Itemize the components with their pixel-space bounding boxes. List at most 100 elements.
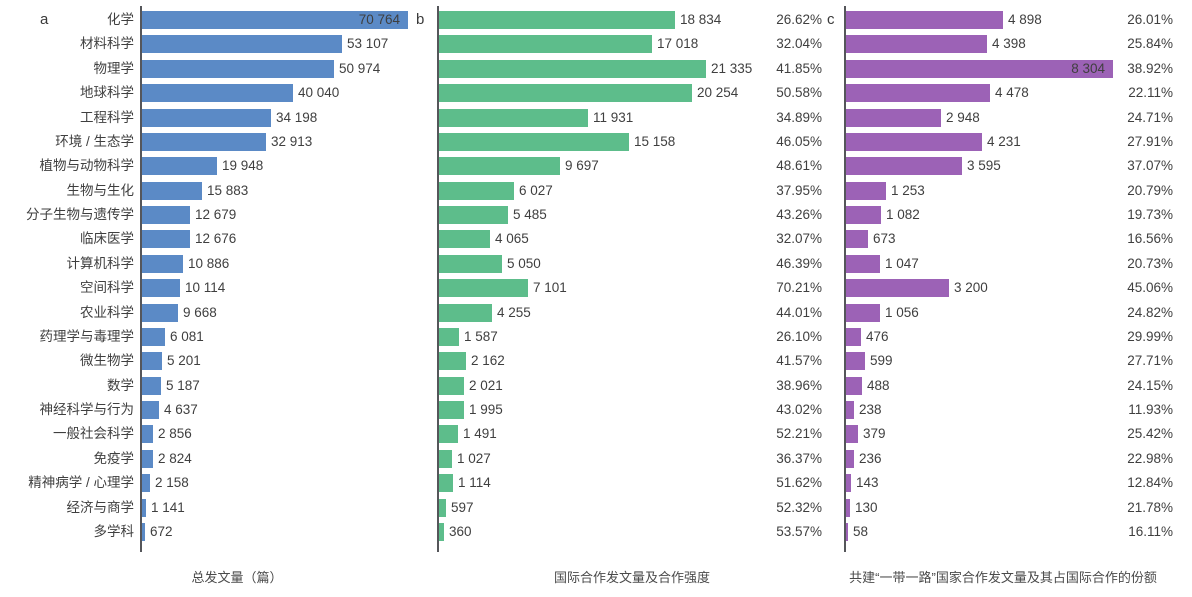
percent-label: 46.39% xyxy=(776,256,822,271)
category-label: 植物与动物科学 xyxy=(39,158,135,173)
bar-value-label: 10 886 xyxy=(188,256,230,271)
category-label: 微生物学 xyxy=(80,353,134,368)
bar-value-label: 6 081 xyxy=(170,329,204,344)
axis-line-panel-c xyxy=(844,6,846,552)
percent-label: 38.96% xyxy=(776,378,822,393)
bar-panel-a xyxy=(142,377,161,395)
bar-value-label: 4 898 xyxy=(1008,12,1042,27)
category-label: 空间科学 xyxy=(80,280,134,295)
bar-panel-b xyxy=(439,206,508,224)
category-label: 免疫学 xyxy=(93,451,135,466)
bar-value-label: 1 056 xyxy=(885,305,919,320)
bar-panel-b xyxy=(439,425,458,443)
bar-panel-a xyxy=(142,425,153,443)
bar-panel-c xyxy=(846,425,858,443)
bar-value-label: 1 587 xyxy=(464,329,498,344)
bar-panel-c xyxy=(846,499,850,517)
percent-label: 29.99% xyxy=(1127,329,1173,344)
bar-panel-a xyxy=(142,35,342,53)
bar-value-label: 4 231 xyxy=(987,134,1021,149)
bar-panel-c xyxy=(846,109,941,127)
bar-panel-a xyxy=(142,11,408,29)
bar-value-label: 18 834 xyxy=(680,12,722,27)
panel-letter-a: a xyxy=(40,11,49,28)
bar-value-label: 15 158 xyxy=(634,134,676,149)
category-label: 工程科学 xyxy=(80,110,134,125)
percent-label: 70.21% xyxy=(776,280,822,295)
percent-label: 24.82% xyxy=(1127,305,1173,320)
bar-panel-b xyxy=(439,133,629,151)
bar-value-label: 7 101 xyxy=(533,280,567,295)
bar-panel-a xyxy=(142,255,183,273)
bar-panel-b xyxy=(439,377,464,395)
bar-value-label: 12 679 xyxy=(195,207,237,222)
bar-value-label: 5 187 xyxy=(166,378,200,393)
bar-value-label: 1 027 xyxy=(457,451,491,466)
percent-label: 25.42% xyxy=(1127,426,1173,441)
bar-value-label: 6 027 xyxy=(519,183,553,198)
bar-value-label: 1 047 xyxy=(885,256,919,271)
percent-label: 46.05% xyxy=(776,134,822,149)
percent-label: 20.73% xyxy=(1127,256,1173,271)
panel-letter-b: b xyxy=(416,11,425,28)
percent-label: 24.71% xyxy=(1127,110,1173,125)
bar-value-label: 10 114 xyxy=(185,280,226,295)
category-label: 一般社会科学 xyxy=(53,426,134,441)
bar-panel-c xyxy=(846,182,886,200)
bar-panel-a xyxy=(142,230,190,248)
percent-label: 50.58% xyxy=(776,85,822,100)
bar-value-label: 11 931 xyxy=(593,110,634,125)
bar-panel-a xyxy=(142,157,217,175)
bar-panel-c xyxy=(846,474,851,492)
bar-value-label: 360 xyxy=(449,524,472,539)
bar-panel-a xyxy=(142,352,162,370)
bar-value-label: 599 xyxy=(870,353,893,368)
bar-panel-b xyxy=(439,109,588,127)
bar-value-label: 236 xyxy=(859,451,882,466)
bar-panel-a xyxy=(142,206,190,224)
bar-value-label: 673 xyxy=(873,231,896,246)
bar-value-label: 4 255 xyxy=(497,305,531,320)
bar-panel-b xyxy=(439,84,692,102)
bar-panel-a xyxy=(142,60,334,78)
category-label: 物理学 xyxy=(93,61,135,76)
percent-label: 37.95% xyxy=(776,183,822,198)
bar-value-label: 238 xyxy=(859,402,882,417)
bar-panel-c xyxy=(846,255,880,273)
percent-label: 37.07% xyxy=(1127,158,1173,173)
percent-label: 12.84% xyxy=(1127,475,1173,490)
bar-value-label: 130 xyxy=(855,500,878,515)
bar-panel-b xyxy=(439,328,459,346)
bar-value-label: 379 xyxy=(863,426,886,441)
bar-value-label: 9 697 xyxy=(565,158,599,173)
bar-panel-c xyxy=(846,35,987,53)
category-label: 药理学与毒理学 xyxy=(39,329,135,344)
axis-caption-panel-b: 国际合作发文量及合作强度 xyxy=(553,570,711,585)
bar-value-label: 1 082 xyxy=(886,207,920,222)
category-label: 环境 / 生态学 xyxy=(55,134,134,149)
bar-panel-a xyxy=(142,279,180,297)
bar-panel-c xyxy=(846,230,868,248)
bar-value-label: 21 335 xyxy=(711,61,753,76)
percent-label: 16.56% xyxy=(1127,231,1173,246)
bar-value-label: 20 254 xyxy=(697,85,739,100)
percent-label: 36.37% xyxy=(776,451,822,466)
bar-value-label: 17 018 xyxy=(657,36,699,51)
bar-value-label: 53 107 xyxy=(347,36,389,51)
bar-panel-a xyxy=(142,304,178,322)
bar-value-label: 12 676 xyxy=(195,231,237,246)
bar-panel-a xyxy=(142,84,293,102)
axis-caption-panel-c: 共建“一带一路”国家合作发文量及其占国际合作的份额 xyxy=(849,570,1157,585)
bar-panel-b xyxy=(439,230,490,248)
bar-value-label: 50 974 xyxy=(339,61,381,76)
category-label: 农业科学 xyxy=(80,305,134,320)
bar-panel-c xyxy=(846,352,865,370)
bar-value-label: 5 050 xyxy=(507,256,541,271)
bar-panel-b xyxy=(439,182,514,200)
percent-label: 22.11% xyxy=(1128,85,1173,100)
bar-value-label: 1 141 xyxy=(151,500,185,515)
bar-panel-c xyxy=(846,304,880,322)
bar-panel-a xyxy=(142,499,146,517)
bar-panel-c xyxy=(846,133,982,151)
